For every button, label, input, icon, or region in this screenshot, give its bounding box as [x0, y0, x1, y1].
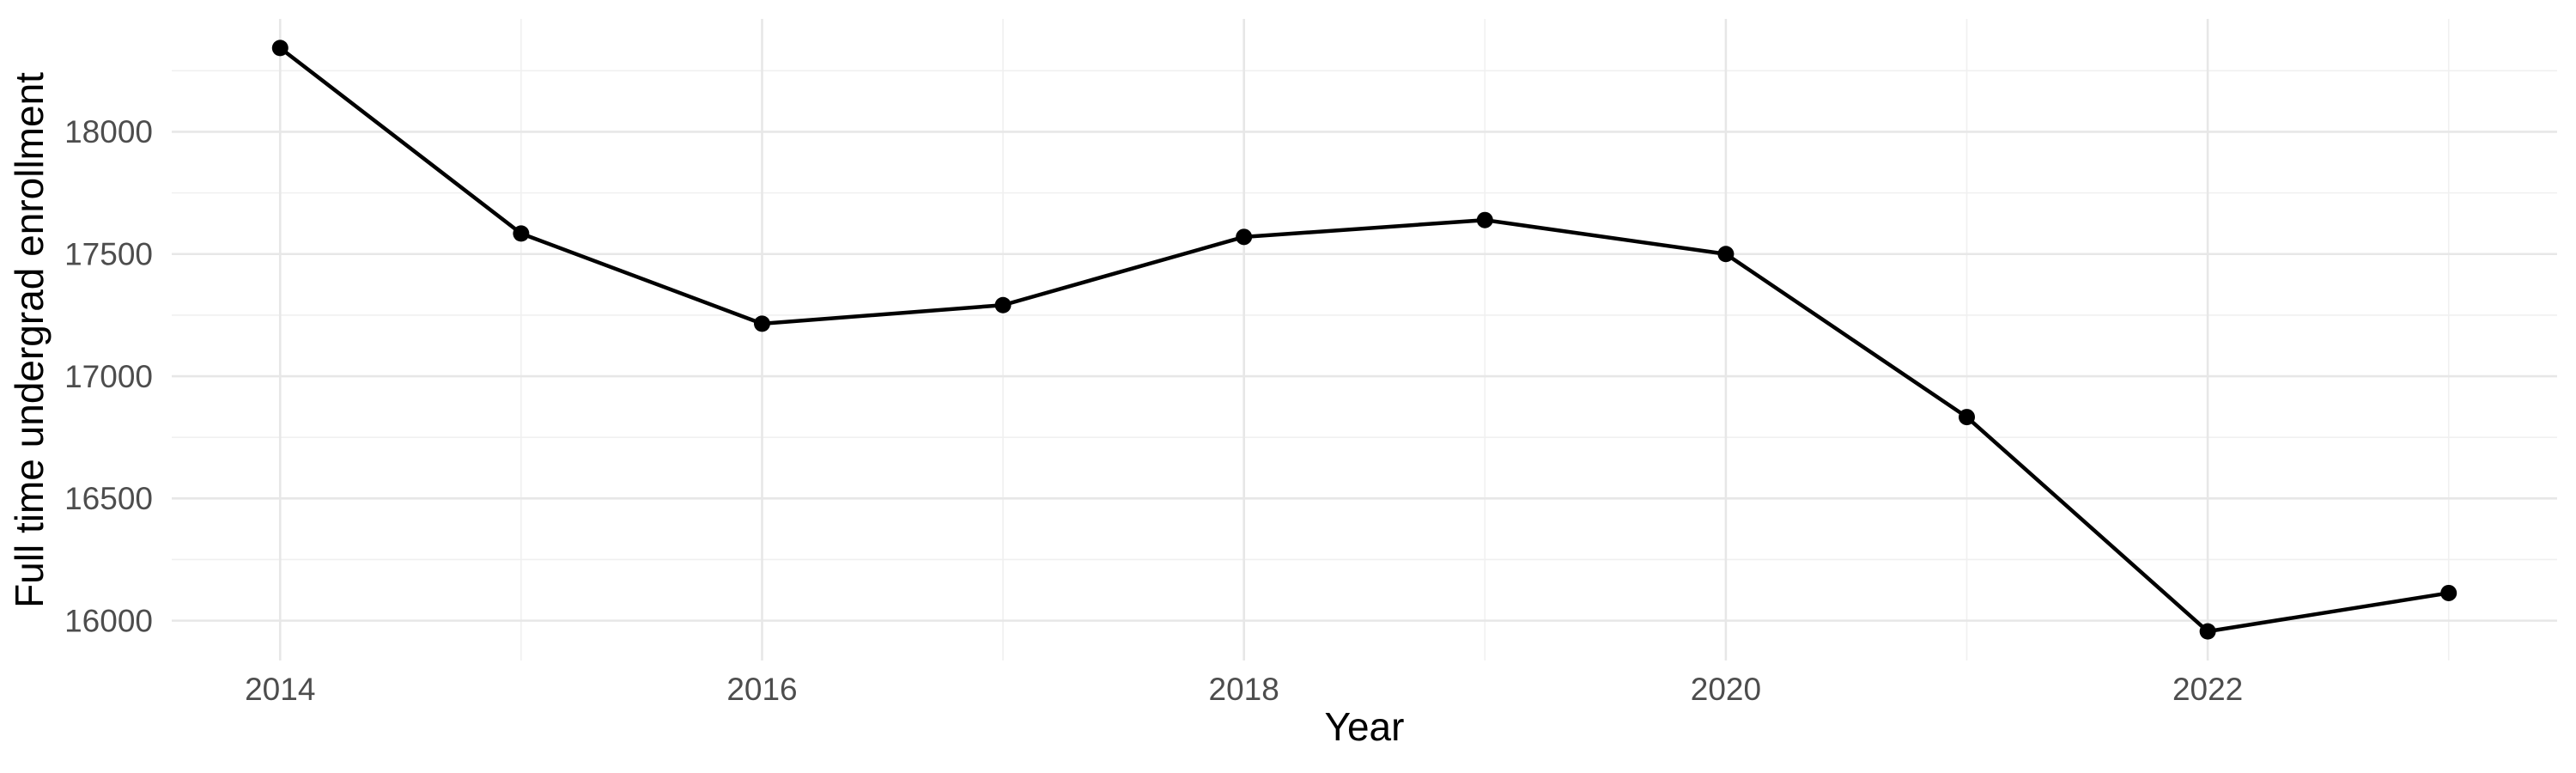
series-layer: [271, 40, 2458, 640]
data-point-2023: [2440, 584, 2458, 601]
y-axis-title: Full time undergrad enrollment: [7, 72, 52, 608]
data-point-2018: [1236, 228, 1253, 246]
x-tick-label: 2014: [245, 672, 315, 707]
y-tick-label: 17500: [64, 237, 153, 272]
y-tick-label: 18000: [64, 114, 153, 149]
data-point-2014: [271, 40, 289, 57]
x-tick-label: 2018: [1209, 672, 1279, 707]
x-axis-title: Year: [1325, 704, 1405, 749]
y-tick-label: 16000: [64, 603, 153, 638]
data-point-2020: [1717, 246, 1735, 263]
grid-layer: [172, 19, 2557, 660]
data-point-2019: [1476, 211, 1493, 228]
x-tick-label: 2020: [1691, 672, 1761, 707]
data-point-2016: [753, 315, 770, 332]
axis-layer: 16000 16500 17000 17500 18000 2014 2016 2018 202…: [64, 114, 2243, 707]
enrollment-trend-line: [278, 46, 2450, 634]
data-point-2022: [2199, 623, 2216, 640]
data-point-2021: [1959, 409, 1976, 426]
data-point-2015: [513, 225, 530, 242]
y-tick-label: 16500: [64, 481, 153, 516]
x-tick-label: 2016: [726, 672, 797, 707]
data-point-2017: [994, 296, 1012, 313]
x-tick-label: 2022: [2172, 672, 2243, 707]
y-tick-label: 17000: [64, 359, 153, 394]
